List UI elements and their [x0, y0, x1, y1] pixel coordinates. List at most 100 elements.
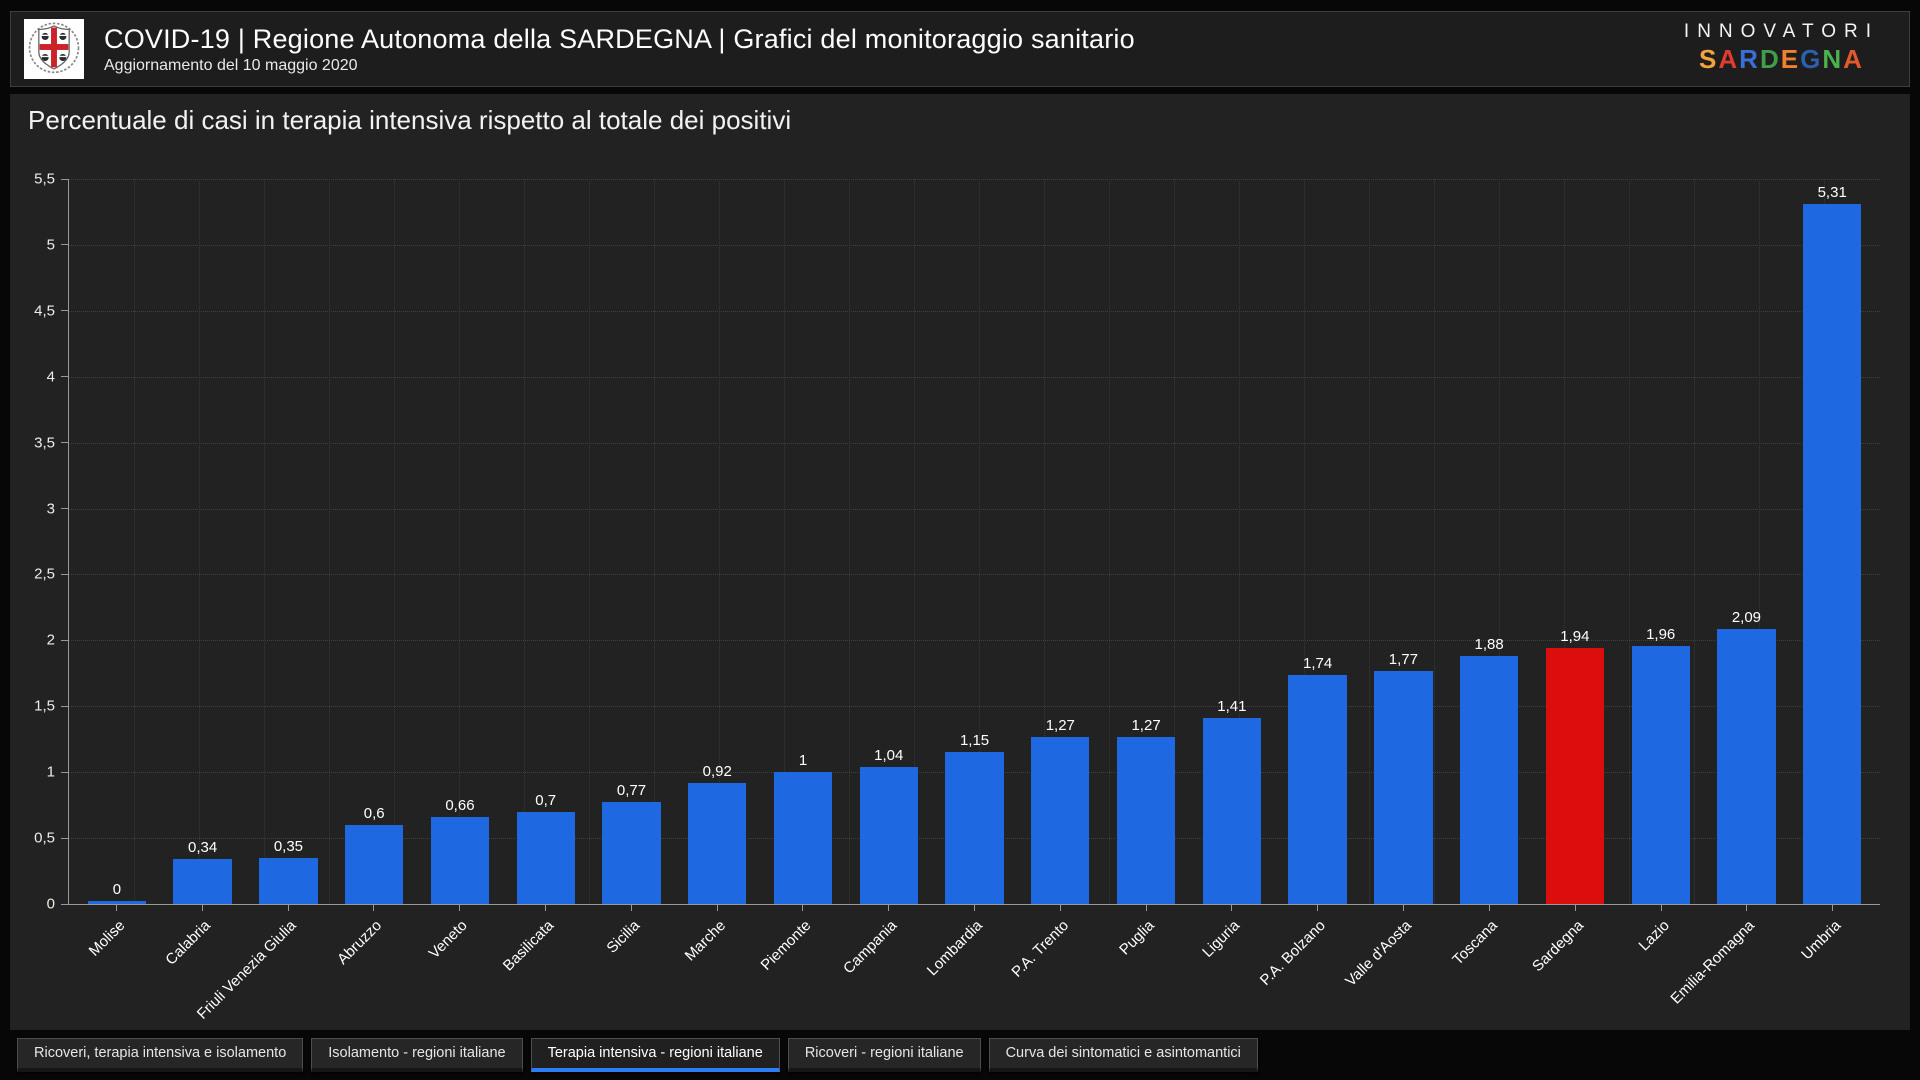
y-axis-tick: [61, 639, 69, 641]
gridline-vertical: [979, 179, 980, 904]
bar-p-a-bolzano[interactable]: [1288, 675, 1347, 904]
brand-letter: G: [1800, 43, 1823, 74]
gridline-vertical: [1759, 179, 1760, 904]
gridline-vertical: [1239, 179, 1240, 904]
x-axis-tick: [201, 905, 203, 911]
bar-marche[interactable]: [688, 783, 747, 904]
bar-value-label: 1,41: [1217, 698, 1247, 715]
bar-value-label: 0,77: [616, 782, 647, 799]
x-slot: Sicilia: [588, 905, 674, 1027]
bar-p-a-trento[interactable]: [1031, 737, 1090, 904]
bar-value-label: 1: [798, 752, 808, 769]
bar-veneto[interactable]: [430, 817, 490, 904]
bar-sicilia[interactable]: [602, 802, 661, 904]
x-axis-tick: [716, 905, 718, 911]
bar-value-label: 0: [112, 881, 122, 898]
gridline-vertical: [1629, 179, 1630, 904]
gridline-horizontal: [69, 706, 1880, 708]
y-axis-label: 2: [46, 631, 55, 649]
tab-ricoveri-regioni-italiane[interactable]: Ricoveri - regioni italiane: [787, 1038, 981, 1072]
gridline-vertical: [1369, 179, 1370, 904]
bar-campania[interactable]: [859, 767, 918, 904]
bar-emilia-romagna[interactable]: [1717, 629, 1776, 904]
bar-valle-d-aosta[interactable]: [1374, 671, 1433, 904]
x-axis-tick: [1059, 905, 1061, 911]
gridline-vertical: [394, 179, 395, 904]
y-axis-label: 4,5: [34, 302, 55, 320]
x-axis-tick: [1660, 905, 1662, 911]
bar-slot: 1,04: [846, 179, 932, 904]
bar-toscana[interactable]: [1459, 656, 1519, 904]
innovatori-sardegna-logo: INNOVATORI SARDEGNA: [1684, 21, 1879, 74]
bar-friuli-venezia-giulia[interactable]: [259, 858, 318, 904]
gridline-horizontal: [69, 179, 1880, 180]
bar-molise[interactable]: [87, 901, 147, 904]
x-axis-label: Lombardia: [923, 917, 987, 980]
gridline-vertical: [784, 179, 785, 904]
y-axis-label: 1: [46, 763, 55, 781]
x-axis-label: Toscana: [1449, 917, 1501, 969]
x-axis-tick: [1574, 905, 1576, 911]
chart-tab-bar: Ricoveri, terapia intensiva e isolamento…: [17, 1038, 1258, 1072]
bar-calabria[interactable]: [173, 859, 232, 904]
bar-lazio[interactable]: [1631, 646, 1690, 904]
bar-basilicata[interactable]: [516, 812, 575, 904]
x-slot: Umbria: [1789, 905, 1875, 1027]
x-axis-labels: Molise Calabria Friuli Venezia Giulia Abruz…: [68, 905, 1880, 1027]
gridline-vertical: [329, 179, 330, 904]
x-axis-tick: [888, 905, 890, 911]
bar-liguria[interactable]: [1202, 718, 1261, 904]
bar-slot: 2,09: [1704, 179, 1790, 904]
x-axis-label: Calabria: [162, 917, 214, 969]
tab-ricoveri-terapia-intensiva-e-isolamento[interactable]: Ricoveri, terapia intensiva e isolamento: [17, 1038, 304, 1072]
gridline-horizontal: [69, 574, 1880, 576]
x-axis-label: Veneto: [426, 917, 472, 963]
gridline-vertical: [1564, 179, 1565, 904]
bar-slot: 0,35: [246, 179, 332, 904]
y-axis-tick: [61, 771, 69, 773]
x-axis-tick: [544, 905, 546, 911]
x-axis-tick: [373, 905, 375, 911]
x-axis-tick: [802, 905, 804, 911]
x-slot: Campania: [840, 905, 931, 1027]
brand-line2: SARDEGNA: [1684, 45, 1879, 74]
brand-letter: A: [1843, 43, 1864, 74]
x-slot: Friuli Venezia Giulia: [194, 905, 331, 1027]
bar-value-label: 2,09: [1731, 609, 1762, 626]
x-axis-label: Sardegna: [1528, 917, 1587, 976]
tab-isolamento-regioni-italiane[interactable]: Isolamento - regioni italiane: [311, 1038, 523, 1072]
x-slot: Lazio: [1618, 905, 1704, 1027]
gridline-vertical: [1174, 179, 1175, 904]
bar-umbria[interactable]: [1803, 204, 1862, 904]
x-axis-tick: [1231, 905, 1233, 911]
x-axis-label: Abruzzo: [334, 917, 386, 968]
bar-value-label: 1,27: [1131, 717, 1161, 734]
bar-value-label: 0,7: [535, 792, 557, 809]
brand-letter: S: [1699, 43, 1719, 74]
bar-value-label: 1,74: [1303, 655, 1333, 672]
bar-piemonte[interactable]: [773, 772, 833, 904]
tab-curva-dei-sintomatici-e-asintomantici[interactable]: Curva dei sintomatici e asintomantici: [988, 1038, 1258, 1072]
x-axis-label: Liguria: [1199, 917, 1244, 961]
bar-lombardia[interactable]: [945, 752, 1004, 904]
x-slot: P.A. Bolzano: [1257, 905, 1360, 1027]
plot-area: 0 0,5 1 1,5 2 2,5 3 3,5 4 4,5 5 5,5 0 0,34 0,35 0,6 0,66…: [34, 171, 1880, 913]
x-slot: Molise: [73, 905, 159, 1027]
y-axis-tick: [61, 442, 69, 444]
gridline-vertical: [914, 179, 915, 904]
bar-sardegna[interactable]: [1545, 648, 1605, 904]
x-axis-label: Puglia: [1116, 917, 1158, 959]
bar-abruzzo[interactable]: [345, 825, 404, 904]
brand-letter: E: [1780, 43, 1801, 74]
y-axis-tick: [61, 178, 69, 180]
x-slot: Basilicata: [500, 905, 588, 1027]
bar-value-label: 1,77: [1388, 651, 1418, 668]
page-title: COVID-19 | Regione Autonoma della SARDEG…: [104, 23, 1135, 54]
x-axis-tick: [974, 905, 976, 911]
bar-puglia[interactable]: [1116, 737, 1176, 904]
x-slot: Puglia: [1103, 905, 1189, 1027]
brand-letter: D: [1759, 43, 1781, 74]
bar-slot: 0,34: [160, 179, 246, 904]
tab-terapia-intensiva-regioni-italiane[interactable]: Terapia intensiva - regioni italiane: [530, 1038, 780, 1072]
brand-letter: N: [1822, 43, 1844, 74]
